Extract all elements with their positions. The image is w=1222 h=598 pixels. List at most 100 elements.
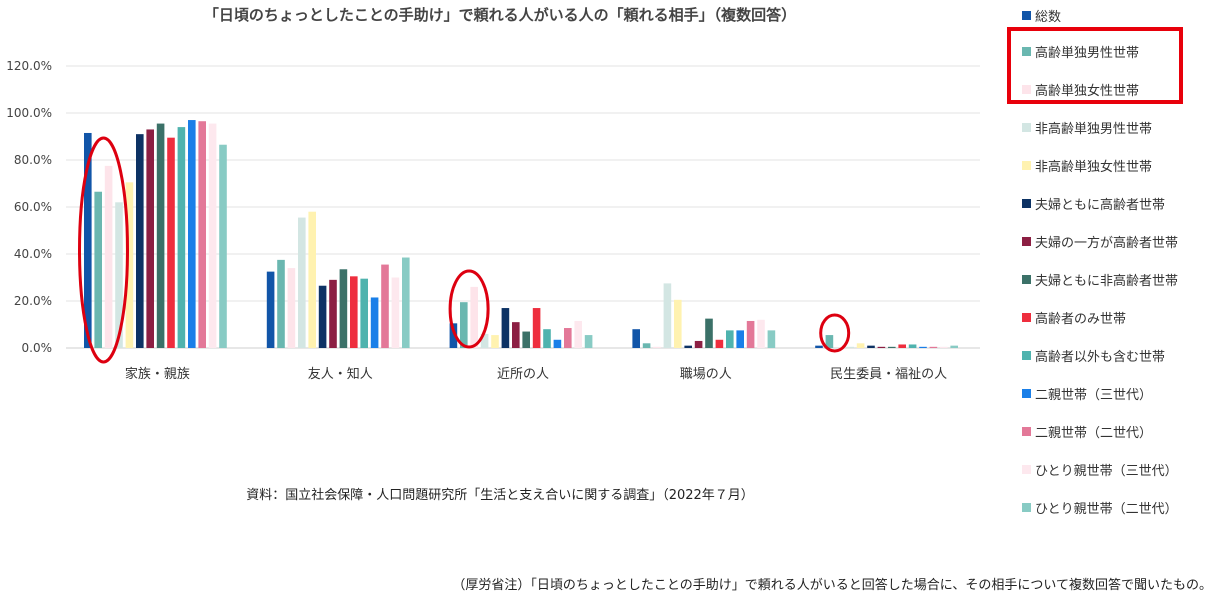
bar <box>94 191 102 348</box>
x-category-label: 職場の人 <box>680 367 732 382</box>
bar <box>543 329 551 348</box>
footnote: （厚労省注）「日頃のちょっとしたことの手助け」で頼れる人がいると回答した場合に、… <box>452 578 1212 593</box>
bar <box>767 330 776 348</box>
legend-item: ひとり親世帯（三世代） <box>1022 460 1218 498</box>
bar <box>908 344 917 348</box>
bar <box>642 343 651 348</box>
bar <box>115 202 123 348</box>
bar <box>684 345 692 348</box>
legend-label: 非高齢単独女性世帯 <box>1035 160 1153 175</box>
bar <box>501 308 510 348</box>
legend-item: 高齢単独女性世帯 <box>1022 80 1218 118</box>
chart-legend: 総数 高齢単独男性世帯 高齢単独女性世帯 非高齢単独男性世帯 非高齢単独女性世帯 夫婦とも… <box>1022 6 1218 536</box>
bar <box>950 345 958 348</box>
legend-swatch <box>1022 11 1031 20</box>
bar <box>470 286 478 348</box>
x-category-label: 近所の人 <box>497 367 549 382</box>
legend-swatch <box>1022 503 1031 512</box>
legend-label: 夫婦ともに高齢者世帯 <box>1035 198 1166 213</box>
legend-label: 非高齢単独男性世帯 <box>1035 122 1153 137</box>
x-category-label: 友人・知人 <box>308 366 373 382</box>
bar <box>125 182 134 348</box>
bar <box>298 217 306 348</box>
y-tick-label: 60.0% <box>14 200 52 214</box>
legend-swatch <box>1022 389 1031 398</box>
legend-label: 高齢者のみ世帯 <box>1035 312 1127 327</box>
bar <box>825 335 834 348</box>
legend-swatch <box>1022 161 1031 170</box>
bar <box>653 346 661 348</box>
legend-item: 非高齢単独男性世帯 <box>1022 118 1218 156</box>
bar <box>177 127 186 348</box>
bar <box>491 335 499 348</box>
bar <box>84 132 92 348</box>
x-category-label: 家族・親族 <box>125 366 190 382</box>
bar <box>674 299 682 348</box>
bar <box>104 165 113 348</box>
legend-item: 夫婦ともに非高齢者世帯 <box>1022 270 1218 308</box>
bar <box>512 322 520 348</box>
bar <box>694 340 703 348</box>
legend-swatch <box>1022 275 1031 284</box>
highlight-ellipse <box>448 269 490 349</box>
legend-swatch <box>1022 85 1031 94</box>
bar <box>188 120 196 348</box>
bar <box>532 308 541 348</box>
bar <box>726 330 734 348</box>
highlight-ellipse <box>819 313 851 353</box>
legend-item: 夫婦ともに高齢者世帯 <box>1022 194 1218 232</box>
legend-swatch <box>1022 237 1031 246</box>
legend-item: 夫婦の一方が高齢者世帯 <box>1022 232 1218 270</box>
bar <box>632 329 640 348</box>
legend-item: 二親世帯（三世代） <box>1022 384 1218 422</box>
legend-item: ひとり親世帯（二世代） <box>1022 498 1218 536</box>
bar-chart: 0.0% 20.0% 40.0% 60.0% 80.0% 100.0% 120.0% 家族・親… <box>6 59 980 382</box>
highlight-ellipse <box>78 136 129 364</box>
bar <box>460 302 468 348</box>
bar <box>156 123 165 348</box>
legend-swatch <box>1022 123 1031 132</box>
legend-item: 高齢者のみ世帯 <box>1022 308 1218 346</box>
bar <box>287 268 296 348</box>
bar <box>715 339 724 348</box>
bar <box>318 285 327 348</box>
bar <box>391 277 400 348</box>
bar <box>663 283 672 348</box>
bar <box>350 276 358 348</box>
legend-swatch <box>1022 313 1031 322</box>
bar <box>329 279 337 348</box>
y-tick-label: 120.0% <box>6 59 52 73</box>
bar <box>449 323 458 348</box>
bar <box>167 137 175 348</box>
bar <box>308 211 316 348</box>
bar <box>888 346 896 348</box>
bar <box>746 320 755 348</box>
bar <box>480 333 489 348</box>
bar <box>553 339 562 348</box>
legend-swatch <box>1022 351 1031 360</box>
bar <box>877 346 886 348</box>
y-tick-label: 100.0% <box>6 106 52 120</box>
bar <box>856 343 865 348</box>
y-tick-label: 80.0% <box>14 153 52 167</box>
y-tick-label: 20.0% <box>14 294 52 308</box>
bar <box>381 264 389 348</box>
bar <box>219 144 227 348</box>
legend-label: 高齢者以外も含む世帯 <box>1035 350 1166 365</box>
bar <box>919 346 927 348</box>
bar <box>136 134 144 348</box>
legend-label: 高齢単独男性世帯 <box>1035 46 1140 61</box>
bar <box>370 297 379 348</box>
bar <box>929 346 938 348</box>
legend-highlight-box <box>1007 27 1183 104</box>
bar <box>522 331 530 348</box>
bar <box>867 345 875 348</box>
bar <box>584 335 593 348</box>
bar <box>705 318 713 348</box>
bar <box>898 344 906 348</box>
bar <box>198 121 206 348</box>
y-tick-label: 0.0% <box>22 341 53 355</box>
bar <box>266 271 275 348</box>
legend-label: 二親世帯（二世代） <box>1035 426 1153 441</box>
bar <box>757 319 765 348</box>
